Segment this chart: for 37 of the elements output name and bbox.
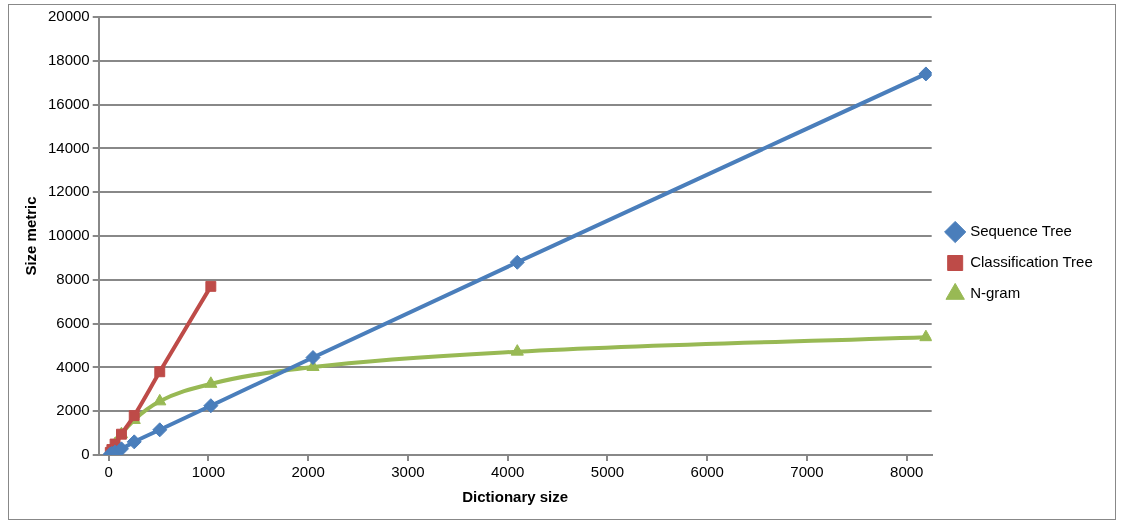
x-tick-label: 6000 [690, 463, 724, 481]
legend-label: Sequence Tree [970, 222, 1072, 240]
y-tick-label: 12000 [47, 182, 90, 200]
x-tick-label: 4000 [491, 463, 525, 481]
y-tick-label: 14000 [47, 138, 90, 156]
point [510, 344, 524, 356]
point [203, 398, 219, 414]
point [509, 254, 525, 270]
x-tick-label: 3000 [391, 463, 425, 481]
y-tick-label: 4000 [56, 357, 90, 375]
y-tick-label: 18000 [47, 50, 90, 68]
y-tick-label: 20000 [47, 7, 90, 25]
y-tick-label: 16000 [47, 94, 90, 112]
legend-label: N-gram [970, 284, 1021, 302]
x-tick-label: 8000 [890, 463, 924, 481]
y-tick-label: 2000 [56, 401, 90, 419]
x-tick-label: 2000 [291, 463, 325, 481]
y-tick-label: 8000 [56, 269, 90, 287]
x-tick-label: 0 [104, 463, 113, 481]
point [205, 280, 217, 292]
y-tick-label: 6000 [56, 313, 90, 331]
point [154, 366, 166, 378]
y-tick-label: 10000 [47, 226, 90, 244]
point [153, 393, 167, 406]
point [305, 350, 321, 366]
y-tick-label: 0 [81, 445, 90, 463]
legend-label: Classification Tree [970, 253, 1093, 271]
point [918, 66, 932, 82]
point [126, 434, 142, 450]
x-axis-title: Dictionary size [462, 488, 569, 506]
x-tick-label: 1000 [191, 463, 226, 481]
point [204, 376, 218, 388]
point [152, 422, 168, 438]
x-tick-label: 5000 [590, 463, 625, 481]
point [919, 329, 932, 342]
x-tick-label: 7000 [790, 463, 824, 481]
y-axis-title: Size metric [22, 196, 40, 276]
